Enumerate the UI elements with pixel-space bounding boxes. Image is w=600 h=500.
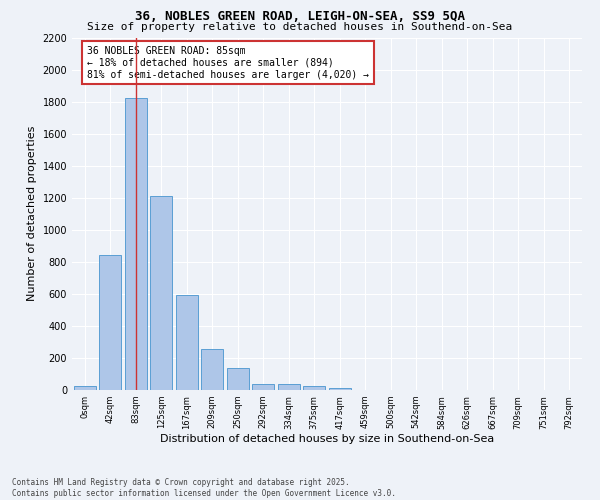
X-axis label: Distribution of detached houses by size in Southend-on-Sea: Distribution of detached houses by size … (160, 434, 494, 444)
Bar (253, 384, 274, 390)
Bar (227, 368, 248, 390)
Bar (329, 388, 350, 390)
Bar (100, 254, 121, 390)
Bar (125, 98, 146, 390)
Text: 36, NOBLES GREEN ROAD, LEIGH-ON-SEA, SS9 5QA: 36, NOBLES GREEN ROAD, LEIGH-ON-SEA, SS9… (135, 10, 465, 23)
Bar (278, 384, 299, 390)
Text: Contains HM Land Registry data © Crown copyright and database right 2025.
Contai: Contains HM Land Registry data © Crown c… (12, 478, 396, 498)
Bar (202, 349, 223, 390)
Bar (151, 196, 172, 390)
Bar (176, 294, 197, 390)
Bar (74, 386, 95, 390)
Text: Size of property relative to detached houses in Southend-on-Sea: Size of property relative to detached ho… (88, 22, 512, 32)
Bar (304, 386, 325, 390)
Text: 36 NOBLES GREEN ROAD: 85sqm
← 18% of detached houses are smaller (894)
81% of se: 36 NOBLES GREEN ROAD: 85sqm ← 18% of det… (88, 46, 370, 80)
Y-axis label: Number of detached properties: Number of detached properties (27, 126, 37, 302)
